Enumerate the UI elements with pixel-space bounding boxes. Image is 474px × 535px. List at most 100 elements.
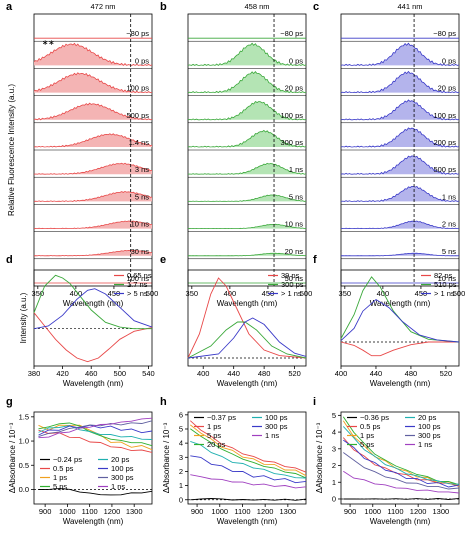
x-tick-label-a-2: 450: [108, 289, 121, 298]
x-tick-label-g-3: 1200: [104, 507, 121, 516]
spectrum-fill-b-3: [188, 101, 306, 120]
y-tick-label-h-5: 5: [179, 424, 183, 433]
peak-wavelength-label-c: 441 nm: [397, 2, 422, 11]
spectrum-fill-c-2: [341, 71, 459, 93]
legend-label-g-5: 100 ps: [111, 464, 134, 473]
x-axis-label-e: Wavelength (nm): [217, 379, 278, 388]
series-line-f-2: [340, 298, 460, 343]
legend-label-h-2: 5 ps: [207, 431, 221, 440]
series-line-e-2: [187, 317, 307, 359]
legend-label-h-5: 300 ps: [265, 422, 288, 431]
series-line-e-0: [187, 277, 307, 359]
spectrum-fill-a-8: [34, 250, 152, 256]
spectrum-fill-c-1: [341, 43, 459, 66]
delay-label-a-8: 30 ns: [131, 247, 150, 256]
x-axis-label-g: Wavelength (nm): [63, 517, 124, 526]
x-axis-label-b: Wavelength (nm): [217, 299, 278, 308]
plot-frame-g: [33, 411, 153, 505]
spectrum-line-a-4: [33, 133, 153, 148]
legend-label-g-4: 20 ps: [111, 455, 130, 464]
spectrum-fill-c-6: [341, 186, 459, 202]
spectrum-line-b-7: [187, 223, 307, 230]
legend-label-i-2: 1 ps: [360, 431, 374, 440]
plot-frame-f: [340, 269, 460, 367]
legend-label-g-1: 0.5 ps: [53, 464, 74, 473]
x-tick-label-d-4: 540: [142, 369, 155, 378]
y-tick-label-i-5: 5: [332, 411, 336, 420]
series-line-d-2: [33, 288, 153, 330]
delay-label-b-0: −80 ps: [280, 29, 303, 38]
spectrum-fill-b-8: [188, 253, 306, 256]
legend-label-f-0: 82 ps: [434, 271, 453, 280]
legend-label-i-7: 1 ns: [418, 440, 432, 449]
spectrum-fill-b-4: [188, 130, 306, 147]
peak-wavelength-label-b: 458 nm: [244, 2, 269, 11]
x-tick-label-e-0: 400: [197, 369, 210, 378]
spectrum-fill-b-5: [188, 163, 306, 175]
panel-letter-f: f: [313, 254, 317, 266]
y-tick-label-i-1: 1: [332, 478, 336, 487]
y-tick-label-i-3: 3: [332, 444, 336, 453]
legend-label-d-1: 1.7 ns: [127, 280, 148, 289]
x-tick-label-c-1: 400: [377, 289, 390, 298]
y-tick-label-g-2: 1.0: [19, 437, 29, 446]
y-axis-label-d: Intensity (a.u.): [19, 292, 28, 343]
series-line-i-5: [343, 439, 460, 488]
spectrum-line-c-6: [340, 185, 460, 202]
series-line-i-7: [343, 470, 460, 494]
legend-label-i-3: 5 ps: [360, 440, 374, 449]
y-tick-label-h-4: 4: [179, 439, 183, 448]
panel-letter-g: g: [6, 396, 13, 408]
x-tick-label-c-0: 350: [339, 289, 352, 298]
y-tick-label-g-0: 0.0: [19, 485, 29, 494]
series-line-h-5: [190, 455, 307, 484]
spectrum-line-c-3: [340, 99, 460, 121]
legend-label-g-3: 5 ps: [53, 482, 67, 491]
spectrum-line-a-8: [33, 249, 153, 257]
legend-label-g-0: −0.24 ps: [53, 455, 82, 464]
panel-letter-e: e: [160, 254, 166, 266]
x-tick-label-g-0: 900: [39, 507, 52, 516]
spectrum-fill-a-7: [34, 221, 152, 229]
x-tick-label-i-2: 1100: [387, 507, 403, 516]
y-tick-label-h-6: 6: [179, 410, 183, 419]
x-tick-label-h-1: 1000: [211, 507, 228, 516]
x-tick-label-f-0: 400: [335, 369, 348, 378]
spectrum-line-c-7: [340, 220, 460, 230]
panel-i: i 0 1 2 3 4 5 ΔAbsorbance / 10⁻³ 900 1000 1100 1200…: [313, 396, 460, 526]
delay-label-c-6: 1 ns: [442, 192, 456, 201]
legend-label-g-7: 1 ns: [111, 482, 125, 491]
delay-label-a-7: 10 ns: [131, 220, 150, 229]
spectrum-line-a-6: [33, 190, 153, 202]
delay-label-c-5: 500 ps: [433, 165, 456, 174]
series-line-i-2: [342, 420, 460, 487]
legend-label-i-5: 100 ps: [418, 422, 441, 431]
spectrum-line-b-2: [187, 70, 307, 94]
series-line-i-0: [343, 497, 460, 500]
x-tick-label-h-4: 1300: [280, 507, 297, 516]
delay-label-b-6: 5 ns: [289, 192, 303, 201]
y-tick-label-g-3: 1.5: [19, 412, 29, 421]
spectrum-line-b-4: [187, 129, 307, 148]
spectrum-fill-a-5: [34, 163, 152, 175]
legend-label-g-2: 1 ps: [53, 473, 67, 482]
x-tick-label-i-0: 900: [344, 507, 357, 516]
y-tick-label-i-0: 0: [332, 494, 336, 503]
x-tick-label-c-2: 450: [415, 289, 428, 298]
spectrum-fill-a-1: [34, 43, 152, 66]
spectrum-line-b-5: [187, 162, 307, 175]
x-tick-label-e-2: 480: [258, 369, 271, 378]
y-axis-label-i: ΔAbsorbance / 10⁻³: [315, 422, 324, 493]
legend-label-f-1: 510 ps: [434, 280, 457, 289]
series-line-d-0: [33, 312, 153, 363]
x-tick-label-a-1: 400: [70, 289, 83, 298]
spectrum-line-c-8: [340, 252, 460, 257]
delay-label-b-8: 20 ns: [285, 247, 304, 256]
x-tick-label-i-3: 1200: [410, 507, 427, 516]
x-axis-label-d: Wavelength (nm): [63, 379, 124, 388]
delay-label-c-4: 200 ps: [433, 138, 456, 147]
series-line-e-1: [187, 321, 307, 359]
spectrum-fill-b-6: [188, 195, 306, 202]
